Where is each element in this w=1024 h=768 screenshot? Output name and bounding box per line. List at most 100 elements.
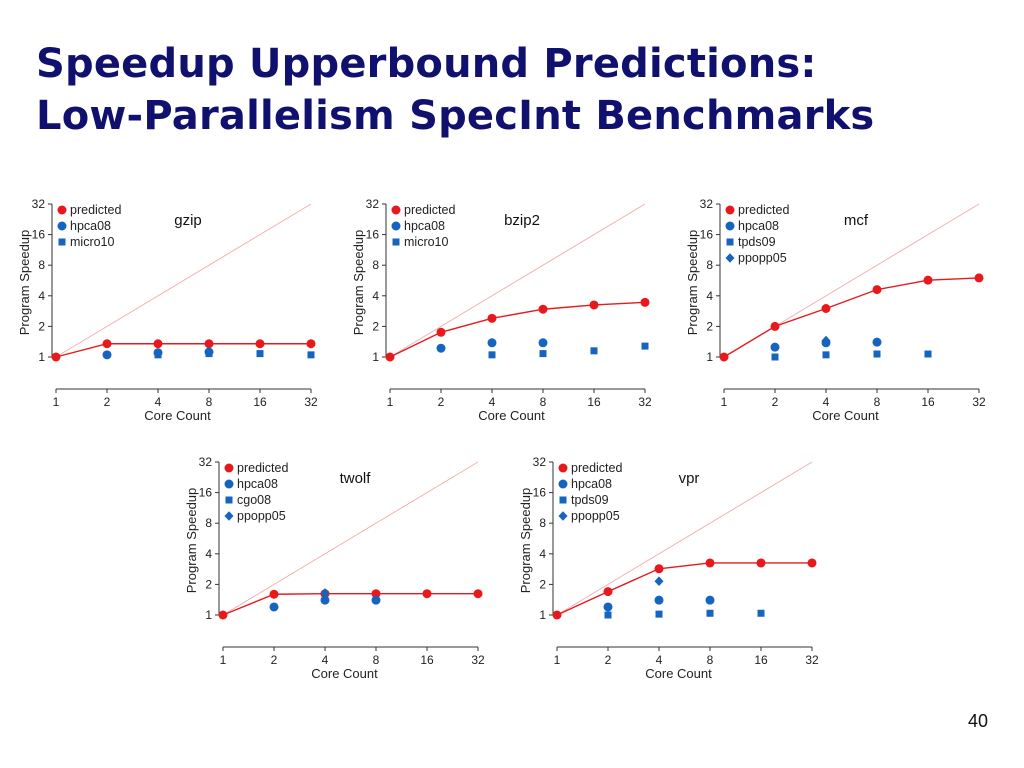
legend-marker xyxy=(726,238,734,246)
legend-marker xyxy=(558,511,568,521)
series-hpca08 xyxy=(436,338,548,353)
data-point-micro10 xyxy=(539,350,547,358)
y-tick-label: 4 xyxy=(539,547,546,561)
chart-vpr: 1 2 4 8 16 32 1 2 4 8 16 32 Core Count Program Speedu… xyxy=(518,455,819,681)
y-axis-title: Program Speedup xyxy=(184,488,199,594)
data-point-micro10 xyxy=(307,351,315,359)
y-tick-label: 32 xyxy=(199,455,213,469)
legend-marker xyxy=(391,221,401,231)
legend-marker xyxy=(725,221,735,231)
y-tick-label: 16 xyxy=(533,486,547,500)
series-tpds09 xyxy=(604,609,765,619)
data-point-predicted xyxy=(705,558,715,568)
data-point-predicted xyxy=(552,610,562,620)
x-tick-label: 4 xyxy=(656,653,663,667)
legend-label: tpds09 xyxy=(738,235,776,249)
y-tick-label: 8 xyxy=(205,516,212,530)
data-point-predicted xyxy=(538,304,548,314)
legend-marker xyxy=(725,253,735,263)
data-point-hpca08 xyxy=(320,595,330,605)
legend-label: hpca08 xyxy=(237,477,278,491)
data-point-micro10 xyxy=(154,351,162,359)
x-tick-label: 16 xyxy=(253,395,267,409)
legend-label: predicted xyxy=(571,461,622,475)
y-tick-label: 2 xyxy=(372,319,379,333)
data-point-micro10 xyxy=(641,342,649,350)
y-tick-label: 32 xyxy=(700,197,714,211)
data-point-predicted xyxy=(51,352,61,362)
legend-marker xyxy=(224,511,234,521)
legend-marker xyxy=(558,479,568,489)
x-tick-label: 32 xyxy=(805,653,819,667)
x-tick-label: 4 xyxy=(489,395,496,409)
y-tick-label: 2 xyxy=(205,577,212,591)
legend-label: hpca08 xyxy=(738,219,779,233)
data-point-hpca08 xyxy=(436,343,446,353)
x-tick-label: 1 xyxy=(53,395,60,409)
y-tick-label: 32 xyxy=(533,455,547,469)
x-axis-title: Core Count xyxy=(645,666,712,681)
legend-marker xyxy=(559,496,567,504)
y-tick-label: 4 xyxy=(706,289,713,303)
data-point-predicted xyxy=(487,313,497,323)
data-point-hpca08 xyxy=(538,338,548,348)
data-point-predicted xyxy=(603,587,613,597)
legend-label: hpca08 xyxy=(404,219,445,233)
legend-marker xyxy=(225,496,233,504)
legend-marker xyxy=(224,479,234,489)
chart-gzip: 1 2 4 8 16 32 1 2 4 8 16 32 Core Count Program Speedu… xyxy=(17,197,318,423)
data-point-tpds09 xyxy=(655,610,663,618)
legend-label: predicted xyxy=(404,203,455,217)
data-point-predicted xyxy=(218,610,228,620)
x-tick-label: 2 xyxy=(271,653,278,667)
data-point-predicted xyxy=(436,327,446,337)
y-tick-label: 8 xyxy=(539,516,546,530)
legend: predicted hpca08 micro10 xyxy=(57,203,121,249)
x-axis-title: Core Count xyxy=(812,408,879,423)
y-tick-label: 1 xyxy=(706,350,713,364)
benchmark-name: mcf xyxy=(844,212,869,229)
legend-label: hpca08 xyxy=(70,219,111,233)
legend-label: micro10 xyxy=(70,235,115,249)
data-point-hpca08 xyxy=(705,595,715,605)
chart-bzip2: 1 2 4 8 16 32 1 2 4 8 16 32 Core Count Program Speedu… xyxy=(351,197,652,423)
x-tick-label: 8 xyxy=(707,653,714,667)
data-point-predicted xyxy=(153,339,163,349)
data-point-micro10 xyxy=(256,350,264,358)
data-point-predicted xyxy=(654,564,664,574)
legend-marker xyxy=(392,238,400,246)
data-point-tpds09 xyxy=(757,609,765,617)
data-point-predicted xyxy=(640,297,650,307)
data-point-tpds09 xyxy=(706,609,714,617)
x-tick-label: 16 xyxy=(921,395,935,409)
y-tick-label: 32 xyxy=(366,197,380,211)
data-point-hpca08 xyxy=(269,602,279,612)
x-tick-label: 4 xyxy=(823,395,830,409)
ideal-speedup-line xyxy=(222,461,479,616)
legend-label: tpds09 xyxy=(571,493,609,507)
x-tick-label: 2 xyxy=(772,395,779,409)
x-tick-label: 32 xyxy=(471,653,485,667)
y-tick-label: 1 xyxy=(372,350,379,364)
series-line-predicted xyxy=(389,301,646,358)
legend-label: hpca08 xyxy=(571,477,612,491)
x-tick-label: 1 xyxy=(387,395,394,409)
data-point-predicted xyxy=(770,321,780,331)
data-point-hpca08 xyxy=(770,342,780,352)
data-point-micro10 xyxy=(590,347,598,355)
data-point-predicted xyxy=(306,339,316,349)
y-axis-title: Program Speedup xyxy=(351,230,366,336)
y-axis-title: Program Speedup xyxy=(17,230,32,336)
series-micro10 xyxy=(488,342,649,359)
x-tick-label: 8 xyxy=(874,395,881,409)
legend-marker xyxy=(224,463,234,473)
y-axis-title: Program Speedup xyxy=(518,488,533,594)
data-point-tpds09 xyxy=(873,350,881,358)
y-tick-label: 16 xyxy=(199,486,213,500)
x-tick-label: 4 xyxy=(155,395,162,409)
legend-label: cgo08 xyxy=(237,493,271,507)
y-tick-label: 8 xyxy=(706,258,713,272)
benchmark-name: gzip xyxy=(174,212,202,229)
x-axis-title: Core Count xyxy=(144,408,211,423)
data-point-predicted xyxy=(371,589,381,599)
